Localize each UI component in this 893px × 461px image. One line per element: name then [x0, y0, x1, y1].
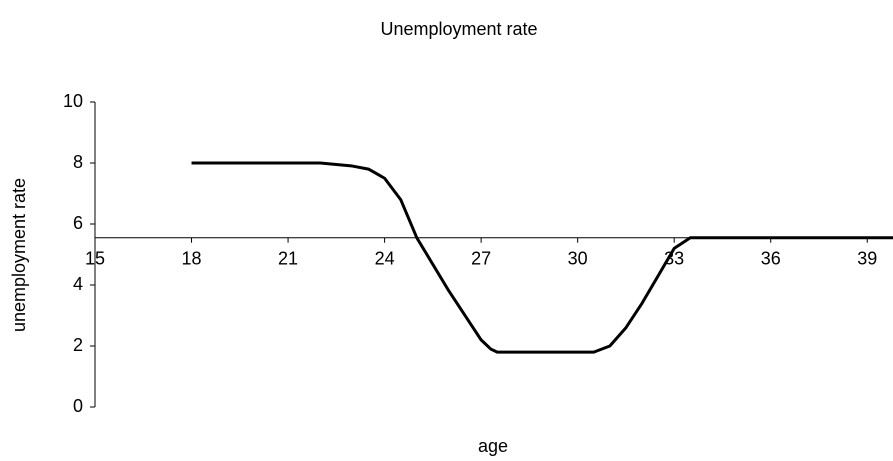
x-tick-label: 18	[182, 248, 202, 268]
x-tick-label: 15	[85, 248, 105, 268]
y-tick-label: 0	[73, 396, 83, 416]
y-tick-label: 4	[73, 274, 83, 294]
x-tick-label: 33	[664, 248, 684, 268]
y-tick-label: 6	[73, 213, 83, 233]
x-axis-label: age	[478, 436, 508, 456]
y-tick-label: 2	[73, 335, 83, 355]
x-tick-label: 36	[761, 248, 781, 268]
x-tick-label: 21	[278, 248, 298, 268]
x-tick-label: 30	[568, 248, 588, 268]
line	[191, 161, 893, 354]
x-tick-label: 27	[471, 248, 491, 268]
y-axis-label: unemployment rate	[9, 178, 29, 332]
x-tick-label: 39	[857, 248, 877, 268]
chart-title: Unemployment rate	[380, 19, 537, 39]
x-tick-label: 24	[375, 248, 395, 268]
y-tick-label: 8	[73, 152, 83, 172]
y-tick-label: 10	[63, 91, 83, 111]
